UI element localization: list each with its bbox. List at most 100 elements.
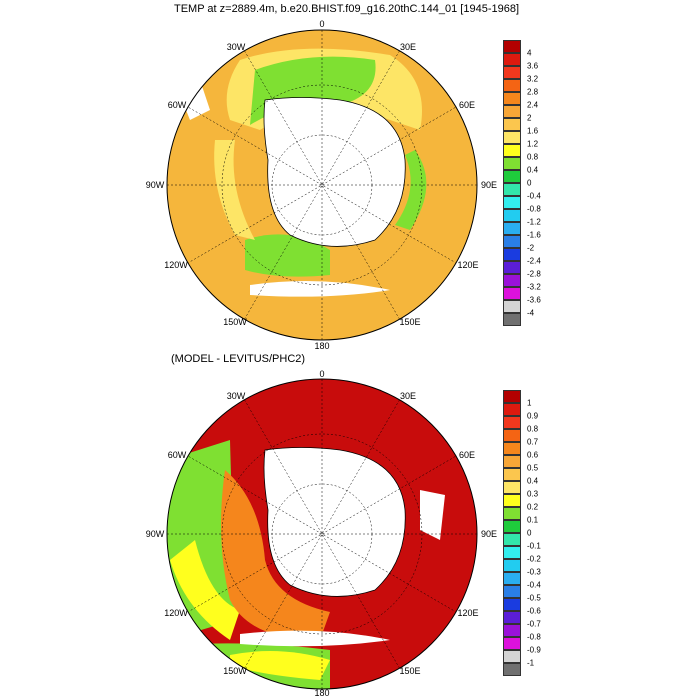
colorbar-swatch [503,468,521,481]
panel-2-map-border [166,378,478,690]
colorbar-swatch [503,40,521,53]
colorbar-swatch [503,105,521,118]
colorbar-tick-label: 0 [527,528,532,538]
colorbar-tick-label: 0.7 [527,437,539,447]
panel-2-lon-180: 180 [314,688,330,698]
colorbar-tick-label: -0.8 [527,204,541,214]
colorbar-tick-label: -1.2 [527,217,541,227]
colorbar-tick-label: 0.4 [527,165,539,175]
colorbar-tick-label: -4 [527,308,535,318]
panel-1-lon-60e: 60E [458,100,476,110]
colorbar-tick-label: 3.6 [527,61,539,71]
colorbar-tick-label: -2.8 [527,269,541,279]
colorbar-tick-label: 0.9 [527,411,539,421]
colorbar-swatch [503,300,521,313]
colorbar-tick-label: -0.6 [527,606,541,616]
colorbar-swatch [503,209,521,222]
colorbar-swatch [503,261,521,274]
colorbar-tick-label: 0 [527,178,532,188]
panel-1-green-region-east [395,150,427,230]
colorbar-swatch [503,131,521,144]
colorbar-tick-label: 0.8 [527,424,539,434]
colorbar-tick-label: 3.2 [527,74,539,84]
panel-2-orange-region [221,470,330,640]
colorbar-tick-label: -1.6 [527,230,541,240]
colorbar-swatch [503,403,521,416]
panel-2-lon-30w: 30W [226,391,246,401]
panel-1-colorbar: 4 3.6 3.2 2.8 2.4 2 1.6 1.2 0.8 0.4 0 -0.4 -0.8 -1.2 -… [503,40,541,326]
panel-1-meridians [167,30,477,340]
colorbar-swatch [503,533,521,546]
colorbar-tick-label: -0.7 [527,619,541,629]
panel-1-polar-map [166,29,478,341]
colorbar-tick-label: -0.8 [527,632,541,642]
panel-1-lon-180: 180 [314,341,330,351]
colorbar-swatch [503,585,521,598]
panel-2-lon-30e: 30E [399,391,417,401]
panel-2-green-region-south [180,643,330,689]
panel-1-lon-150w: 150W [223,317,247,327]
panel-1-warm-band-west [214,140,255,240]
colorbar-swatch [503,624,521,637]
panel-1-lon-0: 0 [319,19,325,29]
colorbar-swatch [503,429,521,442]
panel-1-map-border [166,29,478,341]
colorbar-tick-label: 0.3 [527,489,539,499]
panel-2-lon-90w: 90W [145,529,165,539]
colorbar-swatch [503,663,521,676]
panel-1-green-region-south [245,234,330,277]
panel-1-title: TEMP at z=2889.4m, b.e20.BHIST.f09_g16.2… [174,3,520,15]
panel-1-lon-120w: 120W [164,260,188,270]
colorbar-swatch [503,287,521,300]
colorbar-swatch [503,157,521,170]
colorbar-tick-label: 1 [527,398,532,408]
colorbar-swatch [503,92,521,105]
colorbar-tick-label: 4 [527,48,532,58]
colorbar-tick-label: 1.2 [527,139,539,149]
colorbar-swatch [503,598,521,611]
colorbar-swatch [503,118,521,131]
colorbar-swatch [503,222,521,235]
panel-2-lon-60e: 60E [458,450,476,460]
panel-1-lon-120e: 120E [457,260,479,270]
panel-1-lon-30w: 30W [226,42,246,52]
colorbar-swatch [503,313,521,326]
panel-1-antarctica [263,97,406,247]
panel-2-lon-90e: 90E [480,529,498,539]
panel-1-lon-90w: 90W [145,180,165,190]
panel-2-lon-120e: 120E [457,608,479,618]
colorbar-tick-label: 0.6 [527,450,539,460]
panel-2-mask-band [240,630,390,647]
colorbar-swatch [503,546,521,559]
panel-2-ocean-field [167,379,477,689]
panel-2-lat-circle-outer [221,433,423,635]
colorbar-tick-label: -0.3 [527,567,541,577]
colorbar-tick-label: 0.5 [527,463,539,473]
colorbar-swatch [503,507,521,520]
colorbar-tick-label: -0.5 [527,593,541,603]
panel-2-meridians [167,379,477,689]
panel-2-lon-0: 0 [319,369,325,379]
colorbar-swatch [503,79,521,92]
panel-2-mask-east [420,490,445,540]
colorbar-swatch [503,416,521,429]
panel-2-title: (MODEL - LEVITUS/PHC2) [171,353,306,365]
colorbar-swatch [503,650,521,663]
colorbar-tick-label: -2 [527,243,535,253]
colorbar-tick-label: 2.8 [527,87,539,97]
colorbar-tick-label: 0.2 [527,502,539,512]
colorbar-swatch [503,170,521,183]
colorbar-swatch [503,66,521,79]
colorbar-tick-label: 0.1 [527,515,539,525]
panel-1-lon-30e: 30E [399,42,417,52]
panel-2-colorbar: 1 0.9 0.8 0.7 0.6 0.5 0.4 0.3 0.2 0.1 0 -0.1 -0.2 -0.… [503,390,541,676]
colorbar-swatch [503,611,521,624]
panel-1-mask-band [250,281,390,297]
colorbar-swatch [503,637,521,650]
colorbar-tick-label: -0.2 [527,554,541,564]
panel-2-lon-60w: 60W [167,450,187,460]
colorbar-swatch [503,390,521,403]
panel-2-lon-120w: 120W [164,608,188,618]
panel-2-yellow-region-west [170,540,240,640]
colorbar-tick-label: 0.4 [527,476,539,486]
